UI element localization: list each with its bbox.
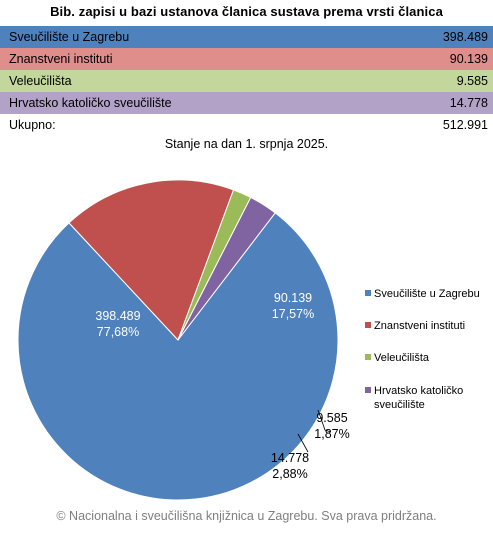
row-label: Sveučilište u Zagrebu (9, 30, 130, 44)
total-label: Ukupno: (9, 118, 56, 132)
table-row: Veleučilišta 9.585 (0, 70, 493, 92)
legend-label: Znanstveni instituti (374, 320, 465, 332)
pie-slice (17, 212, 339, 501)
table-row: Hrvatsko katoličko sveučilište 14.778 (0, 92, 493, 114)
slice-value-label: 9.585 (316, 411, 347, 425)
slice-value-label: 14.778 (271, 451, 309, 465)
table-title: Bib. zapisi u bazi ustanova članica sust… (50, 4, 443, 19)
table-row: Sveučilište u Zagrebu 398.489 (0, 26, 493, 48)
copyright-footer: © Nacionalna i sveučilišna knjižnica u Z… (56, 509, 437, 523)
row-label: Veleučilišta (9, 74, 72, 88)
legend-label: Hrvatsko katoličko sveučilište (374, 385, 463, 411)
pie-slice (177, 196, 276, 341)
table-row: Znanstveni instituti 90.139 (0, 48, 493, 70)
row-value: 90.139 (449, 52, 488, 66)
legend-label: Veleučilišta (374, 352, 430, 364)
leader-line (317, 409, 332, 433)
legend-swatch (365, 322, 371, 328)
legend-label: Sveučilište u Zagrebu (374, 288, 480, 300)
row-value: 398.489 (442, 30, 488, 44)
slice-percent-label: 77,68% (97, 325, 139, 339)
slice-percent-label: 1,87% (314, 427, 349, 441)
slice-value-label: 398.489 (95, 309, 140, 323)
slice-percent-label: 17,57% (272, 307, 314, 321)
chart-subtitle: Stanje na dan 1. srpnja 2025. (164, 137, 329, 151)
legend-swatch (365, 354, 371, 360)
row-label: Znanstveni instituti (9, 52, 113, 66)
legend-swatch (365, 387, 371, 393)
leader-line (297, 433, 309, 453)
legend-swatch (365, 290, 371, 296)
slice-percent-label: 2,88% (272, 467, 307, 481)
row-value: 14.778 (449, 96, 488, 110)
row-label: Hrvatsko katoličko sveučilište (9, 96, 172, 110)
total-row: Ukupno: 512.991 (0, 114, 493, 136)
slice-value-label: 90.139 (274, 291, 312, 305)
total-value: 512.991 (442, 118, 488, 132)
row-value: 9.585 (456, 74, 488, 88)
